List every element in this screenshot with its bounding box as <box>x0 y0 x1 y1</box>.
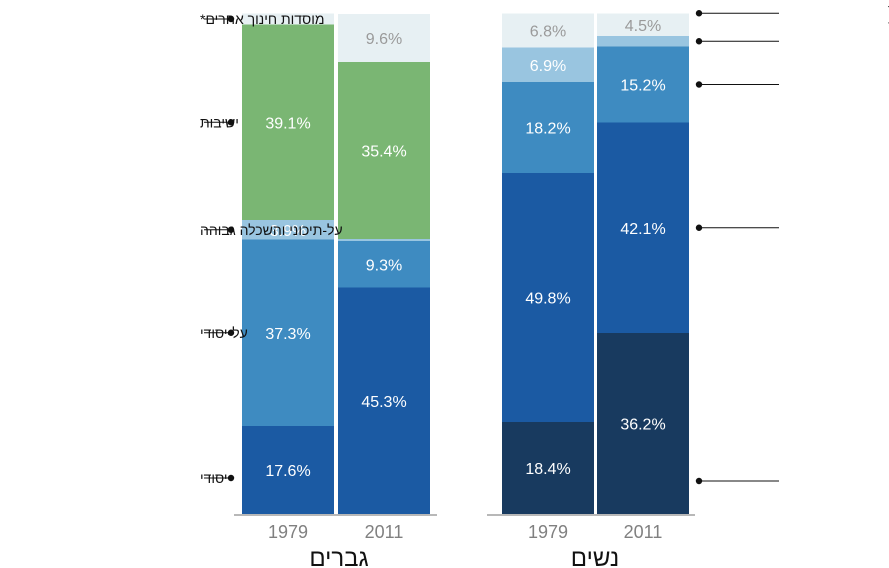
bar-segment <box>502 173 594 422</box>
data-label: 15.2% <box>620 78 665 95</box>
legend-label: יסודי <box>200 470 228 486</box>
legend-marker <box>227 119 235 126</box>
bar-segment <box>338 287 430 514</box>
legend-marker <box>695 224 703 231</box>
legend-label: על-תיכוני והשכלה גבוהה <box>200 222 343 238</box>
bar-segment <box>502 47 594 82</box>
legend-marker <box>695 81 703 88</box>
bar-segment <box>502 82 594 173</box>
bar-segment <box>338 241 430 288</box>
data-label: 6.9% <box>530 58 566 75</box>
x-tick-label: 2011 <box>365 522 404 542</box>
legend-marker <box>695 477 703 485</box>
data-label: 45.3% <box>361 394 406 411</box>
chart-group-1: 18.4% 49.8% 18.2% 6.9% 6.8% 1979 36.2% 42.1% 15.… <box>487 1 889 568</box>
data-label: 49.8% <box>525 291 570 308</box>
data-label: 4.5% <box>625 18 661 35</box>
bar-segment <box>597 122 689 333</box>
data-label: 2.2% <box>270 0 306 17</box>
x-tick-label: 1979 <box>528 522 568 542</box>
data-label: 39.1% <box>265 115 310 132</box>
data-label: 17.6% <box>265 463 310 480</box>
bar-segment <box>338 62 430 239</box>
bar-segment <box>502 13 594 48</box>
legend-marker <box>695 38 703 45</box>
bar-segment <box>597 333 689 514</box>
bar-segment <box>242 239 334 426</box>
legend-marker <box>695 10 703 17</box>
data-label: 9.6% <box>366 31 402 48</box>
legend-label: ישיבות <box>200 114 239 130</box>
legend-marker <box>227 329 235 336</box>
legend-marker <box>227 226 235 233</box>
bar-segment <box>597 46 689 123</box>
bar-segment <box>597 36 689 47</box>
bar-segment <box>597 13 689 36</box>
data-label: 6.8% <box>530 24 566 41</box>
legend-marker <box>227 474 235 482</box>
bar-segment <box>338 239 430 241</box>
bar-segment <box>242 426 334 514</box>
data-label: 18.2% <box>525 121 570 138</box>
data-label: 42.1% <box>620 221 665 238</box>
x-tick-label: 1979 <box>268 522 308 542</box>
data-label: 9.3% <box>366 257 402 274</box>
data-label: 18.4% <box>525 461 570 478</box>
bar-segment <box>242 13 334 25</box>
group-title: גברים <box>309 545 368 568</box>
legend-label: על-יסודי <box>200 325 248 341</box>
data-label: 37.3% <box>265 326 310 343</box>
data-label: 36.2% <box>620 417 665 434</box>
data-label: 3.9% <box>270 223 306 240</box>
data-label: 35.4% <box>361 144 406 161</box>
x-tick-label: 2011 <box>624 522 663 542</box>
bar-segment <box>338 14 430 62</box>
group-title: נשים <box>571 545 619 568</box>
bar-segment <box>242 24 334 220</box>
legend-marker <box>227 15 235 23</box>
chart-group-0: 17.6%37.3%3.9%39.1%2.2%197945.3%9.3%0.4%… <box>200 0 437 568</box>
legend-label: מוסדות חינוך אחרים* <box>200 11 324 27</box>
bar-segment <box>242 220 334 240</box>
bar-segment <box>502 422 594 514</box>
